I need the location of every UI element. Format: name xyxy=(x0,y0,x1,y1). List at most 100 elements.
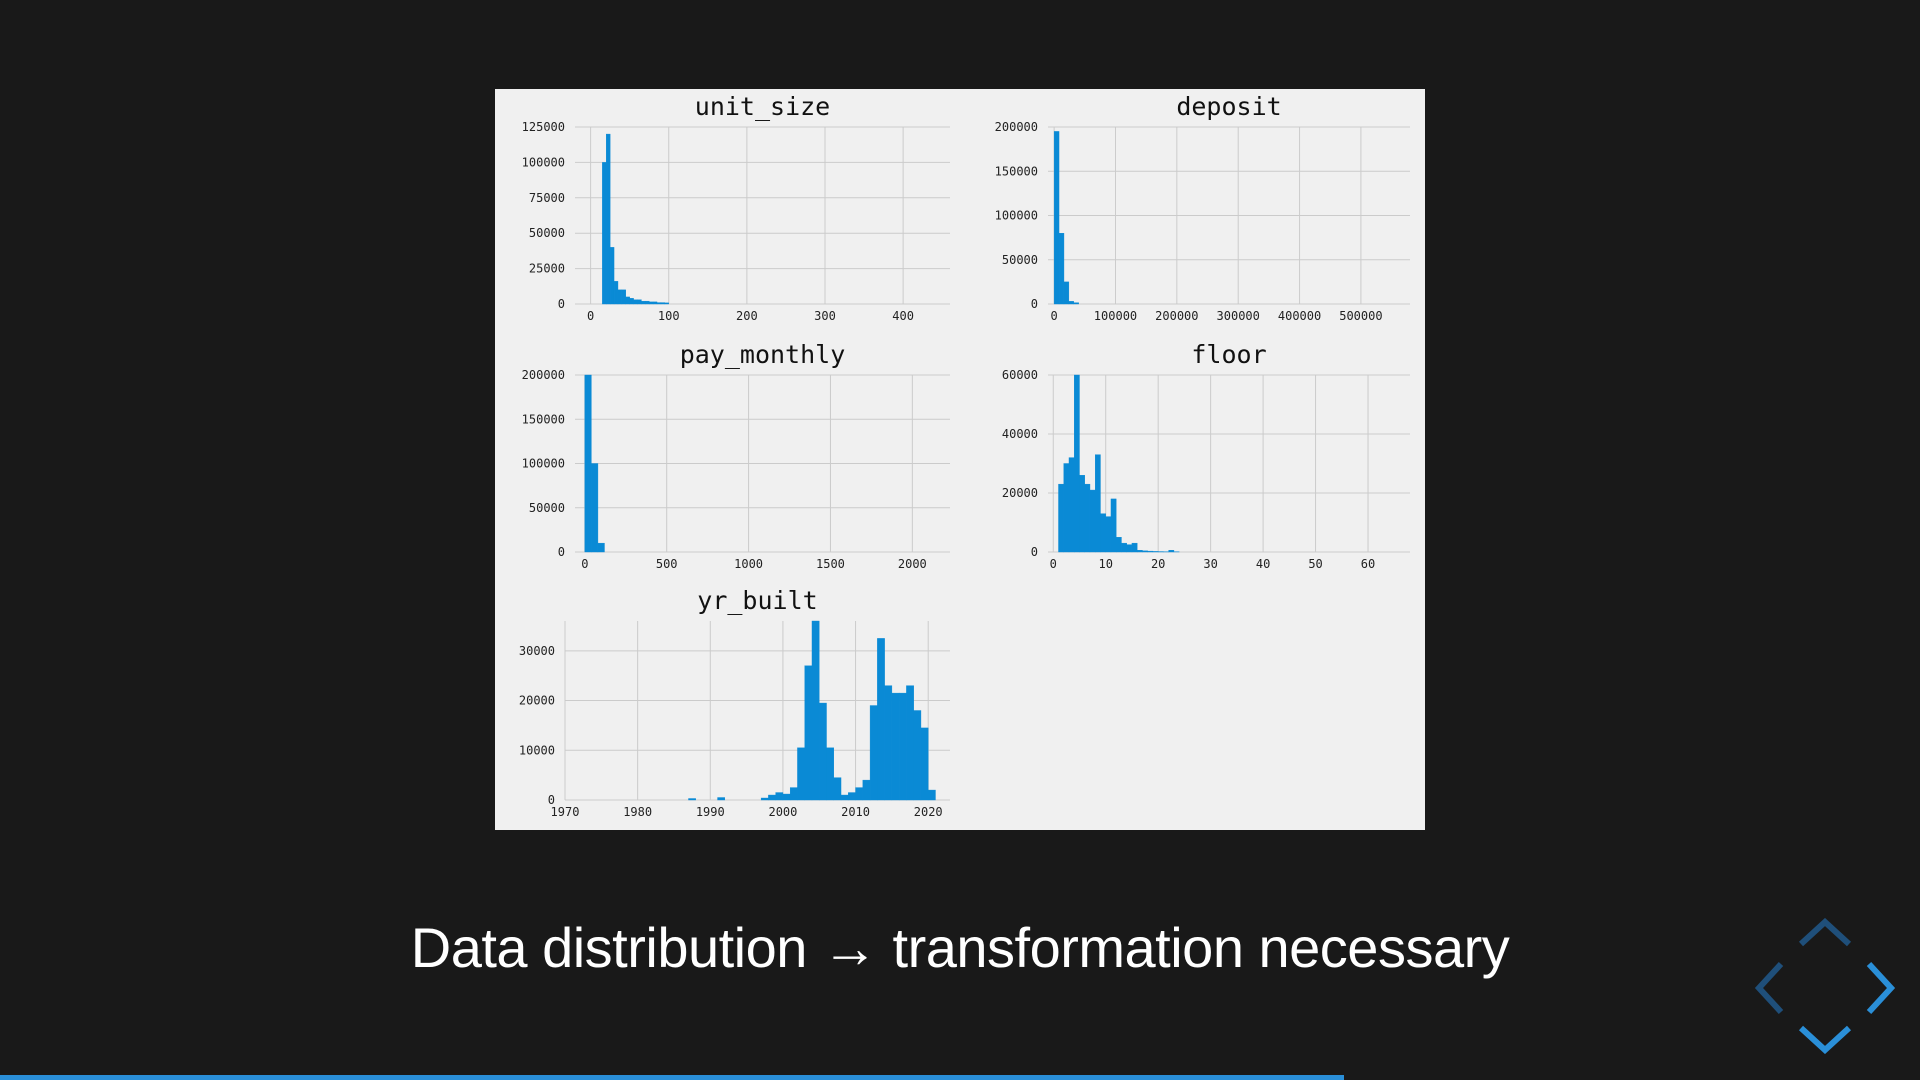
floor-bar xyxy=(1079,475,1085,553)
unit-size-bar xyxy=(621,289,626,305)
unit-size-ytick-label: 0 xyxy=(558,297,565,311)
yr-built-bar xyxy=(869,705,878,801)
yr-built-xtick-label: 2010 xyxy=(841,805,870,819)
unit-size-xtick-label: 100 xyxy=(658,309,680,323)
unit-size-xtick-label: 0 xyxy=(587,309,594,323)
floor-bar xyxy=(1105,516,1112,553)
deposit-bar xyxy=(1053,131,1060,305)
floor-bar xyxy=(1131,542,1138,553)
floor-xtick-label: 30 xyxy=(1203,557,1217,571)
floor-bar xyxy=(1068,457,1075,553)
unit-size-bar xyxy=(641,300,646,305)
deposit-ytick-label: 50000 xyxy=(1002,253,1038,267)
floor-ytick-label: 60000 xyxy=(1002,368,1038,382)
nav-left-button[interactable] xyxy=(1755,960,1785,1016)
yr-built-bar xyxy=(782,793,791,801)
yr-built-bar xyxy=(913,710,922,801)
floor-ytick-label: 20000 xyxy=(1002,486,1038,500)
floor-bar xyxy=(1152,551,1159,553)
deposit-xtick-label: 300000 xyxy=(1217,309,1260,323)
unit-size-bar xyxy=(613,281,619,305)
pay-monthly-bar xyxy=(591,463,599,553)
slide-caption: Data distribution → transformation neces… xyxy=(410,916,1510,979)
floor-bar xyxy=(1110,498,1117,553)
nav-up-button[interactable] xyxy=(1797,918,1853,948)
chevron-right-icon xyxy=(1866,961,1895,1015)
yr-built-bar xyxy=(855,787,864,801)
unit-size-xtick-label: 300 xyxy=(814,309,836,323)
yr-built-bar xyxy=(928,789,936,801)
floor-xtick-label: 60 xyxy=(1361,557,1375,571)
pay-monthly-ytick-label: 0 xyxy=(558,545,565,559)
deposit-ytick-label: 100000 xyxy=(995,209,1038,223)
histogram-figure: 0 100 200 300 400 0 25000 50000 75000 100000 12500… xyxy=(495,89,1425,830)
deposit-xtick-label: 100000 xyxy=(1094,309,1137,323)
unit-size-ytick-label: 75000 xyxy=(529,191,565,205)
yr-built-bar xyxy=(797,747,805,801)
deposit-ytick-label: 200000 xyxy=(995,120,1038,134)
deposit-xtick-label: 400000 xyxy=(1278,309,1321,323)
floor-bar xyxy=(1116,537,1122,553)
yr-built-xtick-label: 1990 xyxy=(696,805,725,819)
chevron-left-icon xyxy=(1755,961,1784,1015)
nav-right-button[interactable] xyxy=(1865,960,1895,1016)
floor-bar xyxy=(1095,454,1101,553)
yr-built-bar xyxy=(717,797,726,801)
yr-built-ytick-label: 0 xyxy=(548,793,555,807)
yr-built-xtick-label: 1980 xyxy=(623,805,652,819)
pay-monthly-ytick-label: 150000 xyxy=(522,412,565,426)
unit-size-bar xyxy=(606,133,611,305)
floor-xtick-label: 40 xyxy=(1256,557,1270,571)
unit-size-bar xyxy=(664,302,669,305)
deposit-ytick-label: 0 xyxy=(1031,297,1038,311)
unit-size-ytick-label: 50000 xyxy=(529,226,565,240)
unit-size-bar xyxy=(660,302,666,305)
floor-bar xyxy=(1058,483,1064,553)
pay-monthly-xtick-label: 500 xyxy=(656,557,678,571)
yr-built-bar xyxy=(688,798,696,801)
floor-bar xyxy=(1136,550,1143,553)
unit-size-bar xyxy=(602,162,607,305)
pay-monthly-ytick-label: 100000 xyxy=(522,457,565,471)
yr-built-bar xyxy=(775,792,784,801)
yr-built-bar xyxy=(884,685,893,801)
chevron-up-icon xyxy=(1798,918,1852,947)
pay-monthly-xtick-label: 1000 xyxy=(734,557,763,571)
yr-built-bar xyxy=(877,638,885,801)
pay-monthly-bar xyxy=(597,542,605,553)
deposit-title: deposit xyxy=(1176,92,1281,121)
unit-size-bar xyxy=(629,298,634,305)
yr-built-xtick-label: 2020 xyxy=(914,805,943,819)
unit-size-xtick-label: 400 xyxy=(892,309,914,323)
floor-bar xyxy=(1084,483,1091,553)
yr-built-bar xyxy=(898,692,907,801)
yr-built-ytick-label: 10000 xyxy=(519,743,555,757)
yr-built-bar xyxy=(840,794,849,801)
pay-monthly-xtick-label: 2000 xyxy=(898,557,927,571)
slide-navigation xyxy=(1755,918,1895,1058)
histogram-grid-svg: 0 100 200 300 400025000500007500010000012500… xyxy=(519,92,1410,819)
floor-bar xyxy=(1142,550,1148,553)
nav-down-button[interactable] xyxy=(1797,1024,1853,1054)
pay-monthly-xtick-label: 0 xyxy=(581,557,588,571)
floor-bar xyxy=(1126,544,1133,553)
pay-monthly-bar xyxy=(584,374,592,553)
pay-monthly-title: pay_monthly xyxy=(680,340,846,369)
yr-built-ytick-label: 20000 xyxy=(519,694,555,708)
unit-size-bar xyxy=(633,299,638,305)
deposit-bar xyxy=(1063,281,1070,305)
yr-built-bar xyxy=(891,692,900,801)
yr-built-bar xyxy=(833,777,842,801)
floor-bar xyxy=(1074,374,1080,553)
yr-built-xtick-label: 1970 xyxy=(551,805,580,819)
unit-size-title: unit_size xyxy=(695,92,830,121)
floor-bar xyxy=(1121,542,1127,553)
yr-built-bar xyxy=(819,702,827,801)
deposit-bar xyxy=(1058,232,1065,305)
yr-built-bar xyxy=(848,792,856,801)
yr-built-bar xyxy=(811,620,820,801)
deposit-xtick-label: 500000 xyxy=(1339,309,1382,323)
yr-built-bar xyxy=(920,727,929,801)
unit-size-ytick-label: 100000 xyxy=(522,155,565,169)
floor-bar xyxy=(1100,513,1106,553)
